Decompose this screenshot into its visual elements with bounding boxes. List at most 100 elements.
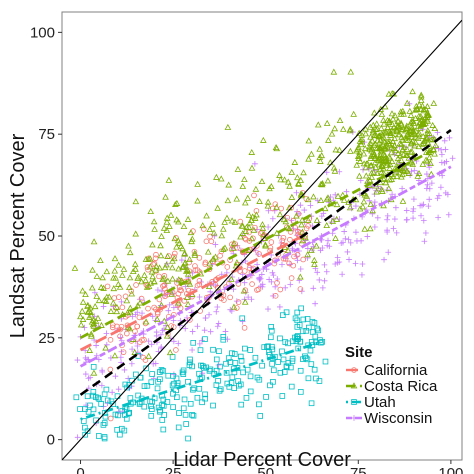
legend-label: Utah [364,394,396,411]
data-point-costa-rica [385,185,393,192]
data-point-costa-rica [402,151,410,158]
data-point-costa-rica [148,268,156,275]
legend-item-wisconsin: Wisconsin [346,410,432,427]
data-point-costa-rica [165,176,173,183]
data-point-wisconsin [279,261,285,268]
data-point-costa-rica [313,242,320,249]
data-point-costa-rica [424,102,431,110]
data-point-costa-rica [366,225,374,232]
data-point-wisconsin [434,195,441,202]
data-point-utah [175,424,182,431]
data-point-utah [158,367,165,373]
data-point-costa-rica [218,232,226,239]
data-point-costa-rica [169,275,176,282]
data-point-wisconsin [182,325,189,332]
data-point-california [303,196,310,202]
data-point-utah [190,386,196,393]
data-point-wisconsin [202,315,209,321]
data-point-wisconsin [359,261,366,267]
data-point-wisconsin [182,283,189,290]
data-point-costa-rica [179,263,186,270]
data-point-costa-rica [408,148,416,155]
x-axis-title: Lidar Percent Cover [173,449,351,471]
data-point-costa-rica [160,317,168,324]
data-point-costa-rica [384,117,391,124]
data-point-costa-rica [406,107,414,114]
data-point-costa-rica [242,199,249,206]
data-point-utah [108,398,115,405]
data-point-utah [213,356,220,363]
data-point-costa-rica [394,117,402,124]
data-point-wisconsin [420,217,427,224]
data-point-costa-rica [419,160,427,167]
data-point-utah [112,411,119,418]
data-point-costa-rica [368,137,376,144]
data-point-costa-rica [372,163,380,170]
data-point-wisconsin [428,180,435,187]
data-point-wisconsin [372,224,378,230]
data-point-costa-rica [157,242,164,249]
data-point-utah [124,384,130,391]
data-point-costa-rica [240,287,248,294]
data-point-costa-rica [295,179,302,186]
data-point-costa-rica [126,274,134,281]
data-point-costa-rica [79,315,87,322]
data-point-wisconsin [342,235,349,242]
data-point-costa-rica [414,134,422,142]
data-point-costa-rica [325,136,332,143]
data-point-wisconsin [214,323,221,330]
data-point-california [224,264,231,270]
data-point-utah [84,428,91,434]
data-point-costa-rica [397,140,405,147]
data-point-wisconsin [341,228,348,235]
data-point-costa-rica [317,196,325,204]
data-point-utah [275,359,281,365]
data-point-utah [298,305,304,312]
data-point-wisconsin [150,360,157,367]
data-point-california [171,250,178,257]
data-point-california [291,253,297,260]
data-point-utah [268,334,274,341]
data-point-utah [292,315,299,322]
data-point-costa-rica [187,229,195,236]
data-point-utah [238,357,245,364]
data-point-costa-rica [136,299,144,306]
data-point-wisconsin [259,283,266,290]
data-point-wisconsin [254,261,260,268]
data-point-costa-rica [239,222,247,229]
data-point-costa-rica [173,199,181,206]
data-point-utah [229,350,235,357]
data-point-costa-rica [427,136,435,143]
data-point-wisconsin [215,320,222,327]
data-point-wisconsin [149,313,156,320]
data-point-wisconsin [438,184,444,191]
data-point-costa-rica [323,119,331,126]
data-point-utah [187,400,194,407]
data-point-wisconsin [393,204,399,211]
data-point-california [246,265,253,271]
data-point-costa-rica [164,252,171,259]
data-point-costa-rica [419,132,427,139]
data-point-costa-rica [417,91,425,98]
data-point-wisconsin [153,329,160,335]
data-point-wisconsin [239,318,246,325]
fit-line-utah [80,340,322,421]
data-point-costa-rica [103,268,111,275]
data-point-wisconsin [390,225,397,232]
data-point-costa-rica [280,216,288,223]
data-point-costa-rica [111,255,119,262]
data-point-wisconsin [325,237,331,244]
data-point-wisconsin [384,216,390,223]
data-point-costa-rica [225,181,232,188]
data-point-costa-rica [175,299,182,306]
data-point-wisconsin [87,374,94,381]
data-point-costa-rica [331,167,339,174]
data-point-california [208,238,215,245]
data-point-costa-rica [259,224,267,231]
data-point-costa-rica [159,275,166,283]
data-point-utah [299,328,306,335]
data-point-costa-rica [230,244,237,251]
data-point-costa-rica [298,221,305,228]
data-point-wisconsin [328,219,335,225]
